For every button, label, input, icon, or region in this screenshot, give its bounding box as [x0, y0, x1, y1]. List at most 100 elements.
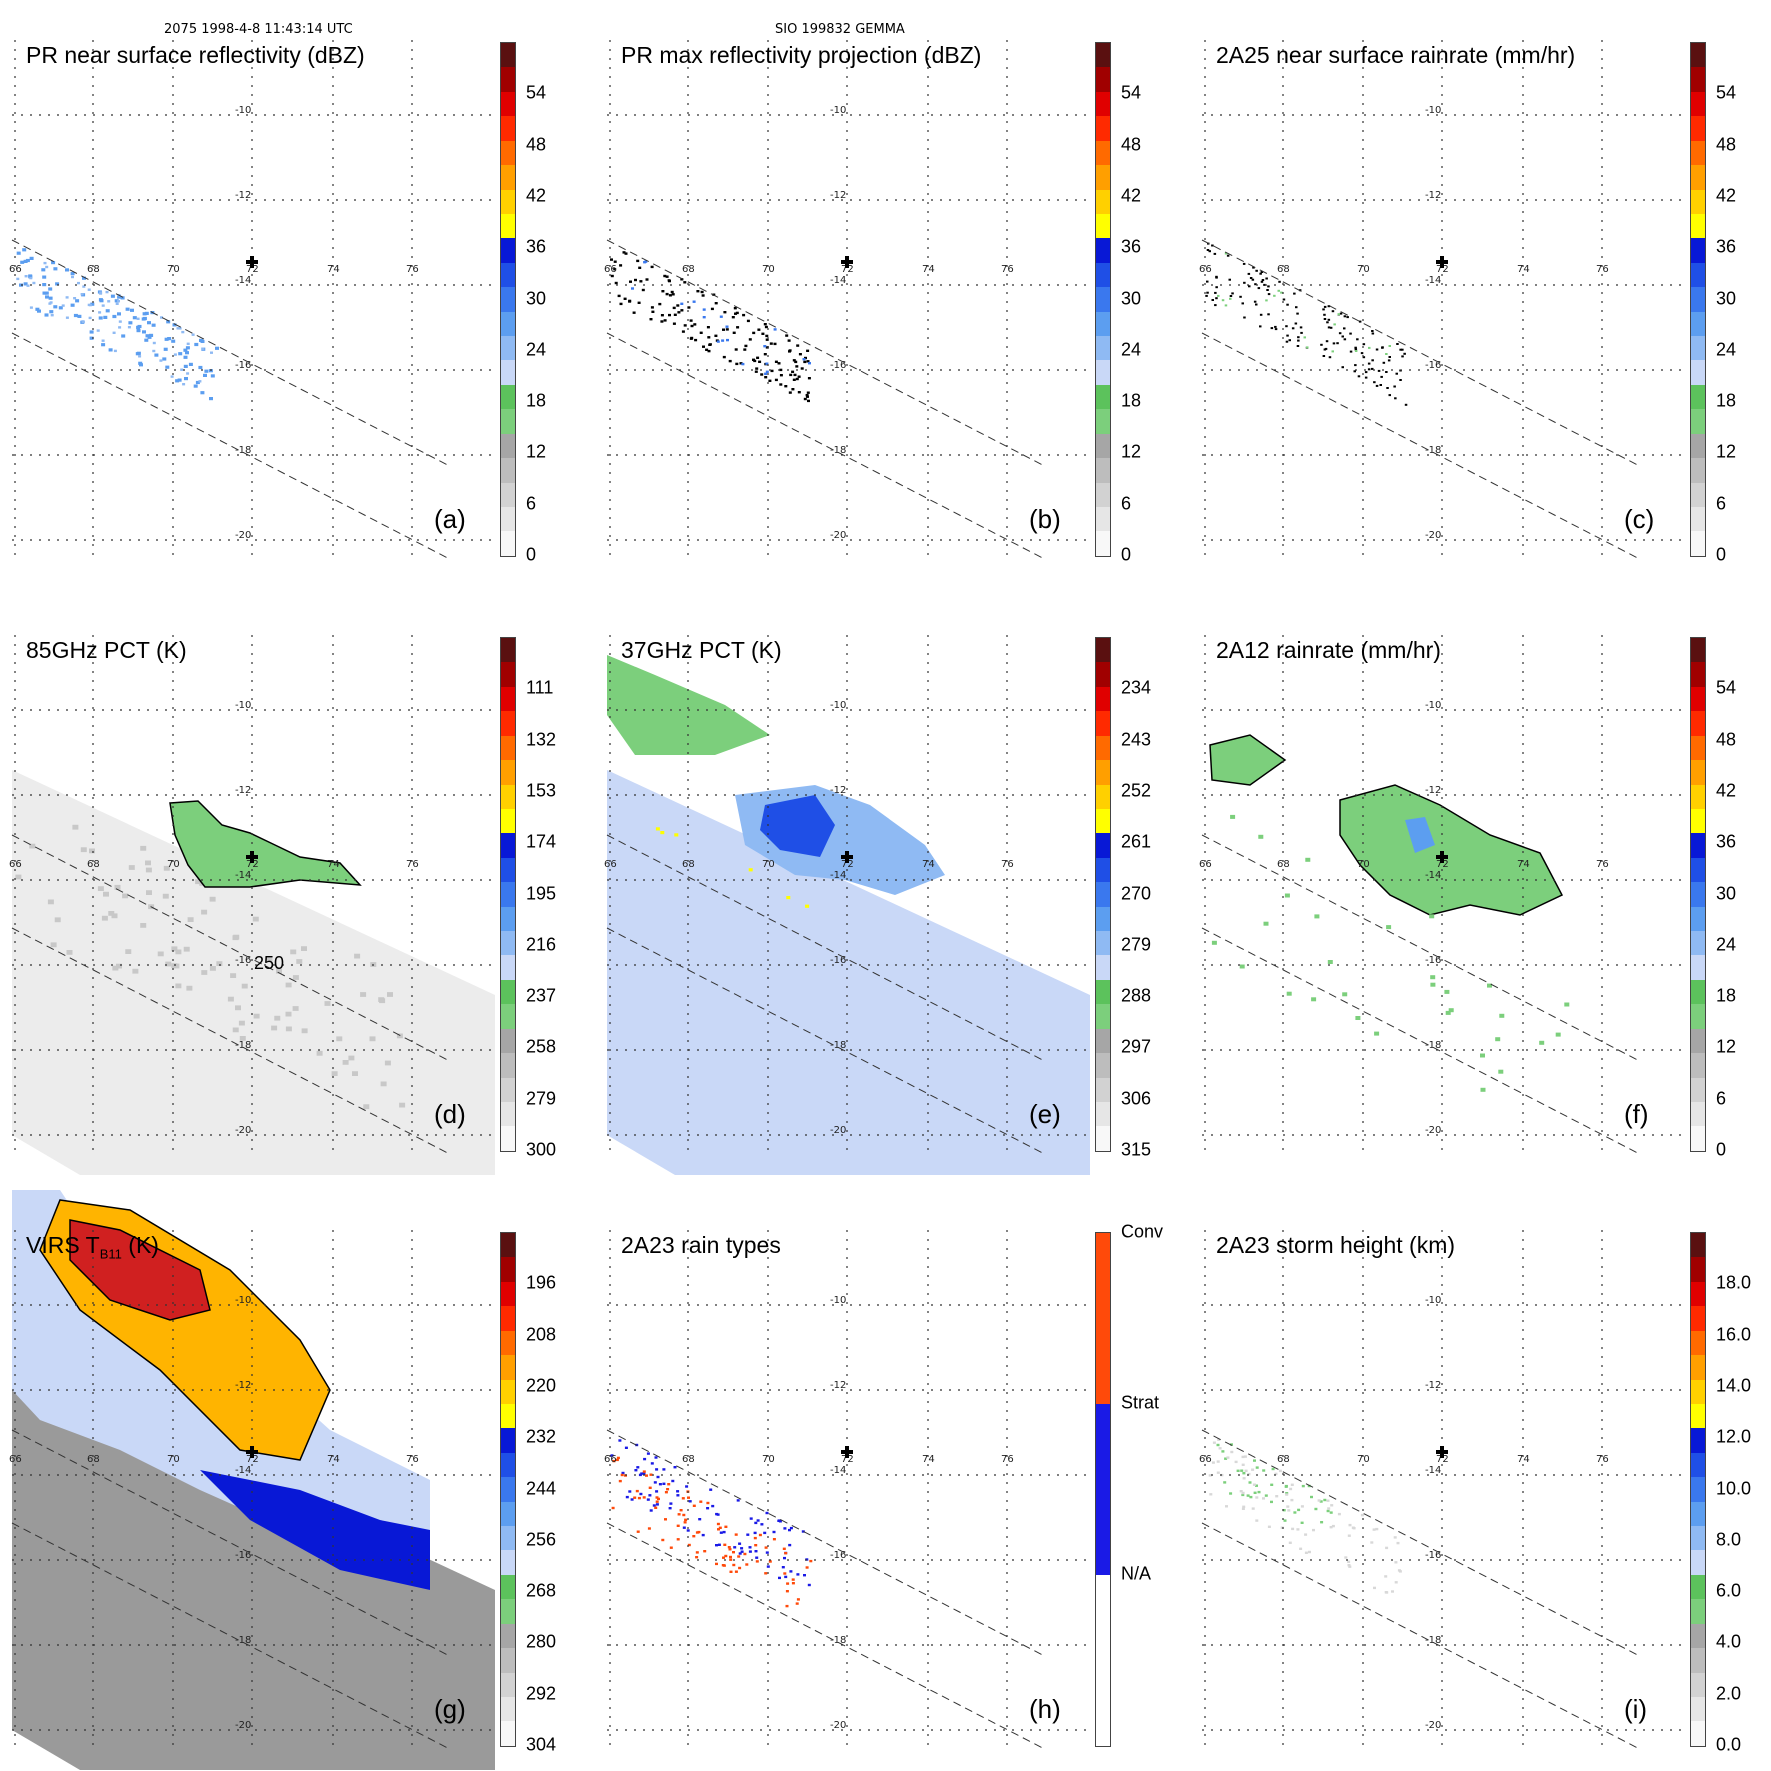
rain-pixel — [755, 367, 759, 370]
lat-label: -18 — [1425, 1040, 1441, 1051]
colorbar-tick-label: 288 — [1121, 985, 1152, 1006]
colorbar-tick-label: 315 — [1121, 1139, 1152, 1160]
rain-pixel — [772, 1538, 776, 1541]
lat-label: -20 — [830, 1125, 846, 1136]
field-2a23-raintype — [610, 1439, 813, 1608]
colorbar-swatch — [1096, 1028, 1110, 1054]
rain-pixel — [655, 1500, 659, 1503]
rain-pixel — [1230, 1443, 1233, 1446]
rain-pixel — [1273, 294, 1276, 297]
colorbar-tick-label: 48 — [1716, 134, 1737, 155]
rain-pixel — [724, 1554, 728, 1558]
panel-title-suffix: (K) — [121, 1232, 159, 1258]
rain-pixel — [729, 1570, 733, 1573]
rain-pixel — [1487, 983, 1492, 988]
lon-label: 70 — [167, 859, 180, 870]
rain-pixel — [71, 275, 74, 279]
colorbar-swatch — [1691, 1721, 1705, 1746]
rain-pixel — [1241, 302, 1244, 305]
rain-pixel — [149, 333, 154, 337]
rain-pixel — [162, 893, 169, 899]
rain-pixel — [624, 1446, 628, 1449]
colorbar-swatch — [501, 287, 515, 312]
rain-pixel — [655, 1503, 659, 1506]
colorbar-swatch — [1691, 1281, 1705, 1307]
panel-title-text: 2A12 rainrate (mm/hr) — [1216, 637, 1441, 663]
lat-label: -16 — [830, 1550, 846, 1561]
rain-pixel — [1229, 297, 1232, 300]
rain-pixel — [1499, 1013, 1505, 1018]
rain-pixel — [1399, 348, 1402, 351]
colorbar-ticks: 18.0 16.0 14.0 12.0 10.0 8.0 6.0 4.0 2.0 0.0 — [1716, 1232, 1771, 1755]
panel-title-text: PR max reflectivity projection (dBZ) — [621, 42, 982, 68]
lat-label: -14 — [830, 275, 846, 286]
rain-pixel — [1380, 375, 1383, 378]
rain-pixel — [1394, 397, 1397, 400]
colorbar-swatch — [1096, 1102, 1110, 1127]
colorbar-tick-label: 42 — [526, 185, 547, 206]
rain-pixel — [230, 973, 237, 978]
colorbar-swatch — [501, 1028, 515, 1054]
panel-title: 2A23 storm height (km) — [1216, 1232, 1455, 1259]
lat-label: -14 — [235, 1465, 251, 1476]
colorbar-swatch — [1096, 165, 1110, 190]
colorbar-tick-label: 208 — [526, 1324, 557, 1345]
colorbar-swatch — [1691, 1672, 1705, 1698]
rain-pixel — [785, 334, 789, 337]
rain-pixel — [1267, 285, 1270, 288]
rain-pixel — [183, 355, 188, 359]
colorbar-swatch — [501, 1452, 515, 1478]
rain-pixel — [715, 1562, 718, 1566]
rain-pixel — [722, 355, 726, 359]
rain-pixel — [253, 1013, 260, 1019]
colorbar-swatch — [501, 384, 515, 410]
rain-pixel — [1244, 1469, 1248, 1472]
rain-pixel — [695, 1531, 699, 1534]
lat-label: -10 — [1425, 700, 1441, 711]
colorbar-swatch — [501, 1623, 515, 1649]
rain-pixel — [723, 1543, 727, 1546]
rain-pixel — [144, 311, 149, 315]
rain-pixel — [1367, 368, 1371, 371]
rain-pixel — [1293, 1511, 1297, 1514]
colorbar-swatch — [1691, 165, 1705, 190]
rain-pixel — [1267, 313, 1270, 316]
colorbar-ticks: 54 48 42 36 30 24 18 12 6 0 — [1716, 42, 1771, 565]
lon-label: 70 — [167, 1454, 180, 1465]
lat-label: -16 — [1425, 360, 1441, 371]
rain-pixel — [698, 1518, 702, 1521]
colorbar-ticks: 196 208 220 232 244 256 268 280 292 304 — [526, 1232, 586, 1755]
colorbar-tick-label: 0.0 — [1716, 1734, 1742, 1755]
colorbar-swatch — [1691, 857, 1705, 883]
rain-pixel — [1287, 1509, 1291, 1512]
rain-pixel — [792, 359, 796, 362]
rain-pixel — [1261, 279, 1265, 281]
colorbar-swatch — [1691, 979, 1705, 1005]
rain-pixel — [676, 1524, 680, 1527]
colorbar-swatch — [1096, 1233, 1110, 1404]
rain-pixel — [784, 385, 788, 388]
rain-pixel — [1357, 375, 1361, 378]
colorbar-swatch — [501, 735, 515, 761]
rain-pixel — [183, 348, 188, 352]
rain-pixel — [41, 268, 46, 272]
colorbar-tick-label: 12 — [526, 441, 547, 462]
rain-pixel — [736, 1499, 740, 1502]
colorbar-tick-label: 252 — [1121, 780, 1152, 801]
rain-pixel — [770, 369, 774, 373]
precip-region — [1339, 784, 1564, 916]
rain-pixel — [1270, 1483, 1274, 1486]
rain-pixel — [760, 373, 764, 376]
field-pr-max-projection — [610, 251, 811, 403]
rain-pixel — [198, 365, 203, 370]
lon-label: 68 — [682, 264, 695, 275]
rain-pixel — [649, 1509, 653, 1512]
rain-pixel — [744, 344, 748, 348]
rain-pixel — [718, 1526, 722, 1529]
rain-pixel — [185, 351, 189, 355]
rain-pixel — [73, 313, 78, 318]
colorbar-tick-label: Strat — [1121, 1392, 1160, 1413]
rain-pixel — [710, 307, 714, 311]
lon-label: 72 — [1436, 1454, 1449, 1465]
rain-pixel — [125, 307, 130, 311]
